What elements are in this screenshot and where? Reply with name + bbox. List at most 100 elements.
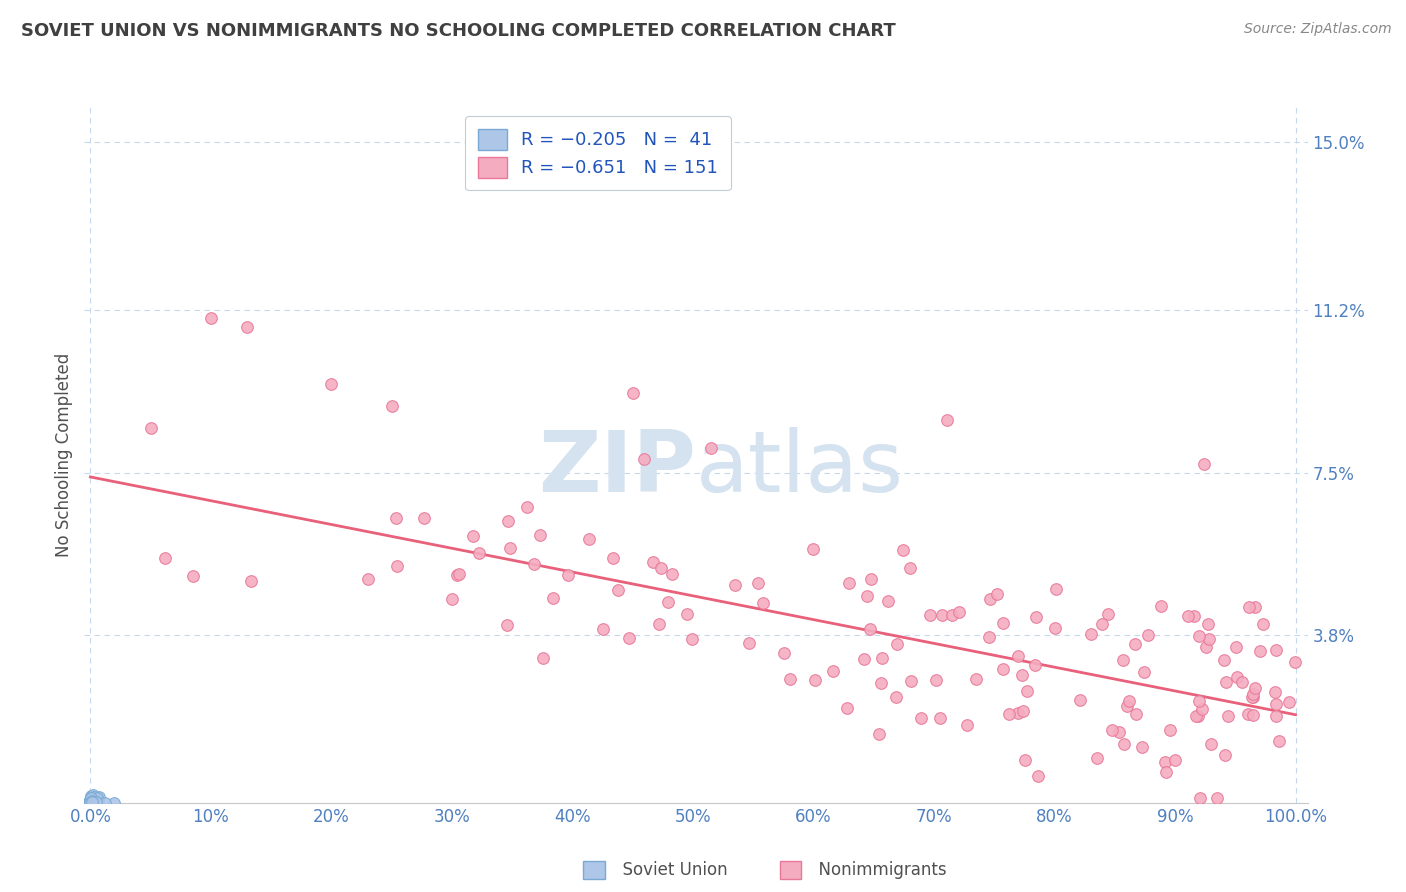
Point [440,592,463,607]
Point [920,607,942,622]
Point [83,791,105,805]
Point [1026,769,1049,783]
Point [1284,655,1306,669]
Point [1118,694,1140,708]
Point [200,311,222,326]
Point [1243,688,1265,702]
Point [1216,709,1239,723]
Point [82,790,104,805]
Point [1195,640,1218,654]
Point [821,665,844,679]
Point [956,718,979,732]
Point [1241,708,1264,723]
Point [617,631,640,645]
Point [1198,632,1220,646]
Point [1043,621,1066,635]
Point [82,794,104,808]
Point [986,587,1008,601]
Point [80,790,103,805]
Point [993,662,1015,676]
Point [1213,653,1236,667]
Text: SOVIET UNION VS NONIMMIGRANTS NO SCHOOLING COMPLETED CORRELATION CHART: SOVIET UNION VS NONIMMIGRANTS NO SCHOOLI… [21,22,896,40]
Point [82,795,104,809]
Point [79,793,101,807]
Point [931,608,953,623]
Point [82,794,104,808]
Point [79,796,101,810]
Point [898,560,921,574]
Point [578,533,600,547]
Point [1241,690,1264,705]
Point [79,796,101,810]
Point [1069,693,1091,707]
Point [84,795,107,809]
Point [499,541,522,556]
Point [496,514,519,528]
Point [447,566,470,581]
Point [1080,627,1102,641]
Point [801,541,824,556]
Point [1225,640,1247,655]
Point [1265,708,1288,723]
Point [86,791,108,805]
Point [1189,791,1212,805]
Point [1116,698,1139,713]
Point [979,592,1001,607]
Point [633,452,655,467]
Point [516,500,538,515]
Point [446,568,468,582]
Point [1125,706,1147,721]
Point [779,672,801,686]
Point [1237,706,1260,721]
Text: Nonimmigrants: Nonimmigrants [808,861,948,879]
Point [1153,755,1175,769]
Point [676,607,699,622]
Point [495,617,517,632]
Point [724,577,747,591]
Point [1240,690,1263,705]
Point [80,795,103,809]
Point [79,796,101,810]
Point [1014,753,1036,767]
Point [929,711,952,725]
Point [1265,697,1288,711]
Point [1264,685,1286,699]
Point [1264,642,1286,657]
Point [1007,648,1029,663]
Point [381,400,404,414]
Point [1199,737,1222,751]
Point [737,636,759,650]
Point [1007,706,1029,720]
Point [1130,739,1153,754]
Point [1244,600,1267,615]
Point [1244,681,1267,696]
Point [936,413,959,427]
Point [1154,765,1177,780]
Point [1197,616,1219,631]
Point [240,574,263,588]
Point [94,796,117,810]
Point [79,795,101,809]
Point [1097,607,1119,621]
Point [941,607,963,622]
Point [772,646,794,660]
Point [602,551,624,566]
Point [84,793,107,807]
Point [1045,582,1067,596]
Point [83,789,105,804]
Point [1012,704,1035,718]
Point [1239,599,1261,614]
Point [80,796,103,810]
Point [891,543,914,558]
Point [463,529,485,543]
Point [1184,708,1206,723]
Point [592,622,614,636]
Point [925,673,948,687]
Point [993,616,1015,631]
Point [853,652,876,666]
Point [1150,599,1173,614]
Point [384,511,406,525]
Point [1253,617,1275,632]
Point [468,546,491,560]
Point [1188,629,1211,643]
